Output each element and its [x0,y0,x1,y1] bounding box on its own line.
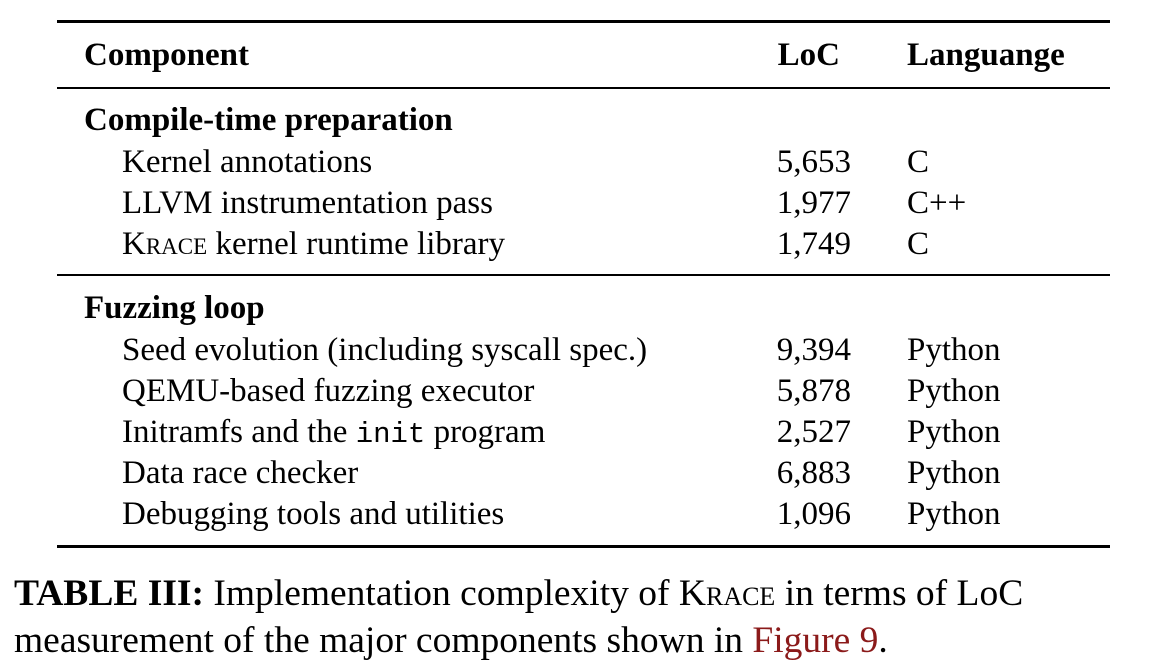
cell-component-prefix: Initramfs and the [122,414,356,450]
table-caption: TABLE III: Implementation complexity of … [14,570,1169,664]
table-row: Data race checker 6,883 Python [0,453,1176,493]
cell-component: Kernel annotations [122,144,373,180]
cell-language: Python [907,373,1001,409]
table-header-row: Component LoC Languange [0,35,1176,75]
caption-line-1: TABLE III: Implementation complexity of … [14,570,1169,617]
cell-loc: 1,749 [776,226,851,262]
section-title-compile: Compile-time preparation [84,102,453,138]
caption-text: Implementation complexity of [204,573,679,614]
caption-system-name: Krace [678,573,776,614]
figure-link[interactable]: Figure 9 [752,620,879,661]
system-name: Krace [122,226,208,262]
cell-language: Python [907,455,1001,491]
header-component: Component [84,37,250,73]
cell-component: Debugging tools and utilities [122,496,505,532]
cell-component: Data race checker [122,455,359,491]
cell-loc: 5,653 [776,144,851,180]
cell-language: Python [907,414,1001,450]
cell-loc: 5,878 [776,373,851,409]
cell-component: QEMU-based fuzzing executor [122,373,535,409]
table-row: Krace kernel runtime library 1,749 C [0,224,1176,264]
caption-line-2: measurement of the major components show… [14,617,1169,664]
section-title-fuzzing: Fuzzing loop [84,290,265,326]
cell-language: Python [907,332,1001,368]
cell-language: Python [907,496,1001,532]
caption-label: TABLE III: [14,573,204,614]
table-row: QEMU-based fuzzing executor 5,878 Python [0,371,1176,411]
table-row: Debugging tools and utilities 1,096 Pyth… [0,494,1176,534]
header-rule [57,87,1110,89]
caption-text: in terms of LoC [775,573,1024,614]
cell-component-rest: kernel runtime library [207,226,505,262]
top-rule [57,20,1110,23]
cell-loc: 1,977 [776,185,851,221]
cell-component: Krace kernel runtime library [122,224,505,264]
cell-loc: 1,096 [776,496,851,532]
table-row: Seed evolution (including syscall spec.)… [0,330,1176,370]
cell-loc: 2,527 [776,414,851,450]
cell-component: LLVM instrumentation pass [122,185,493,221]
caption-text: . [878,620,888,661]
cell-component: Initramfs and the init program [122,412,545,455]
cell-loc: 9,394 [776,332,851,368]
table-row: Kernel annotations 5,653 C [0,142,1176,182]
code-init: init [355,418,426,451]
cell-component-rest: program [425,414,546,450]
header-language: Languange [907,37,1065,73]
cell-language: C [907,144,930,180]
cell-language: C [907,226,930,262]
cell-loc: 6,883 [776,455,851,491]
bottom-rule [57,545,1110,548]
header-loc: LoC [777,37,840,73]
table-row: LLVM instrumentation pass 1,977 C++ [0,183,1176,223]
cell-language: C++ [907,185,967,221]
caption-text: measurement of the major components show… [14,620,753,661]
table-row: Initramfs and the init program 2,527 Pyt… [0,412,1176,452]
section-rule [57,274,1110,276]
cell-component: Seed evolution (including syscall spec.) [122,332,648,368]
